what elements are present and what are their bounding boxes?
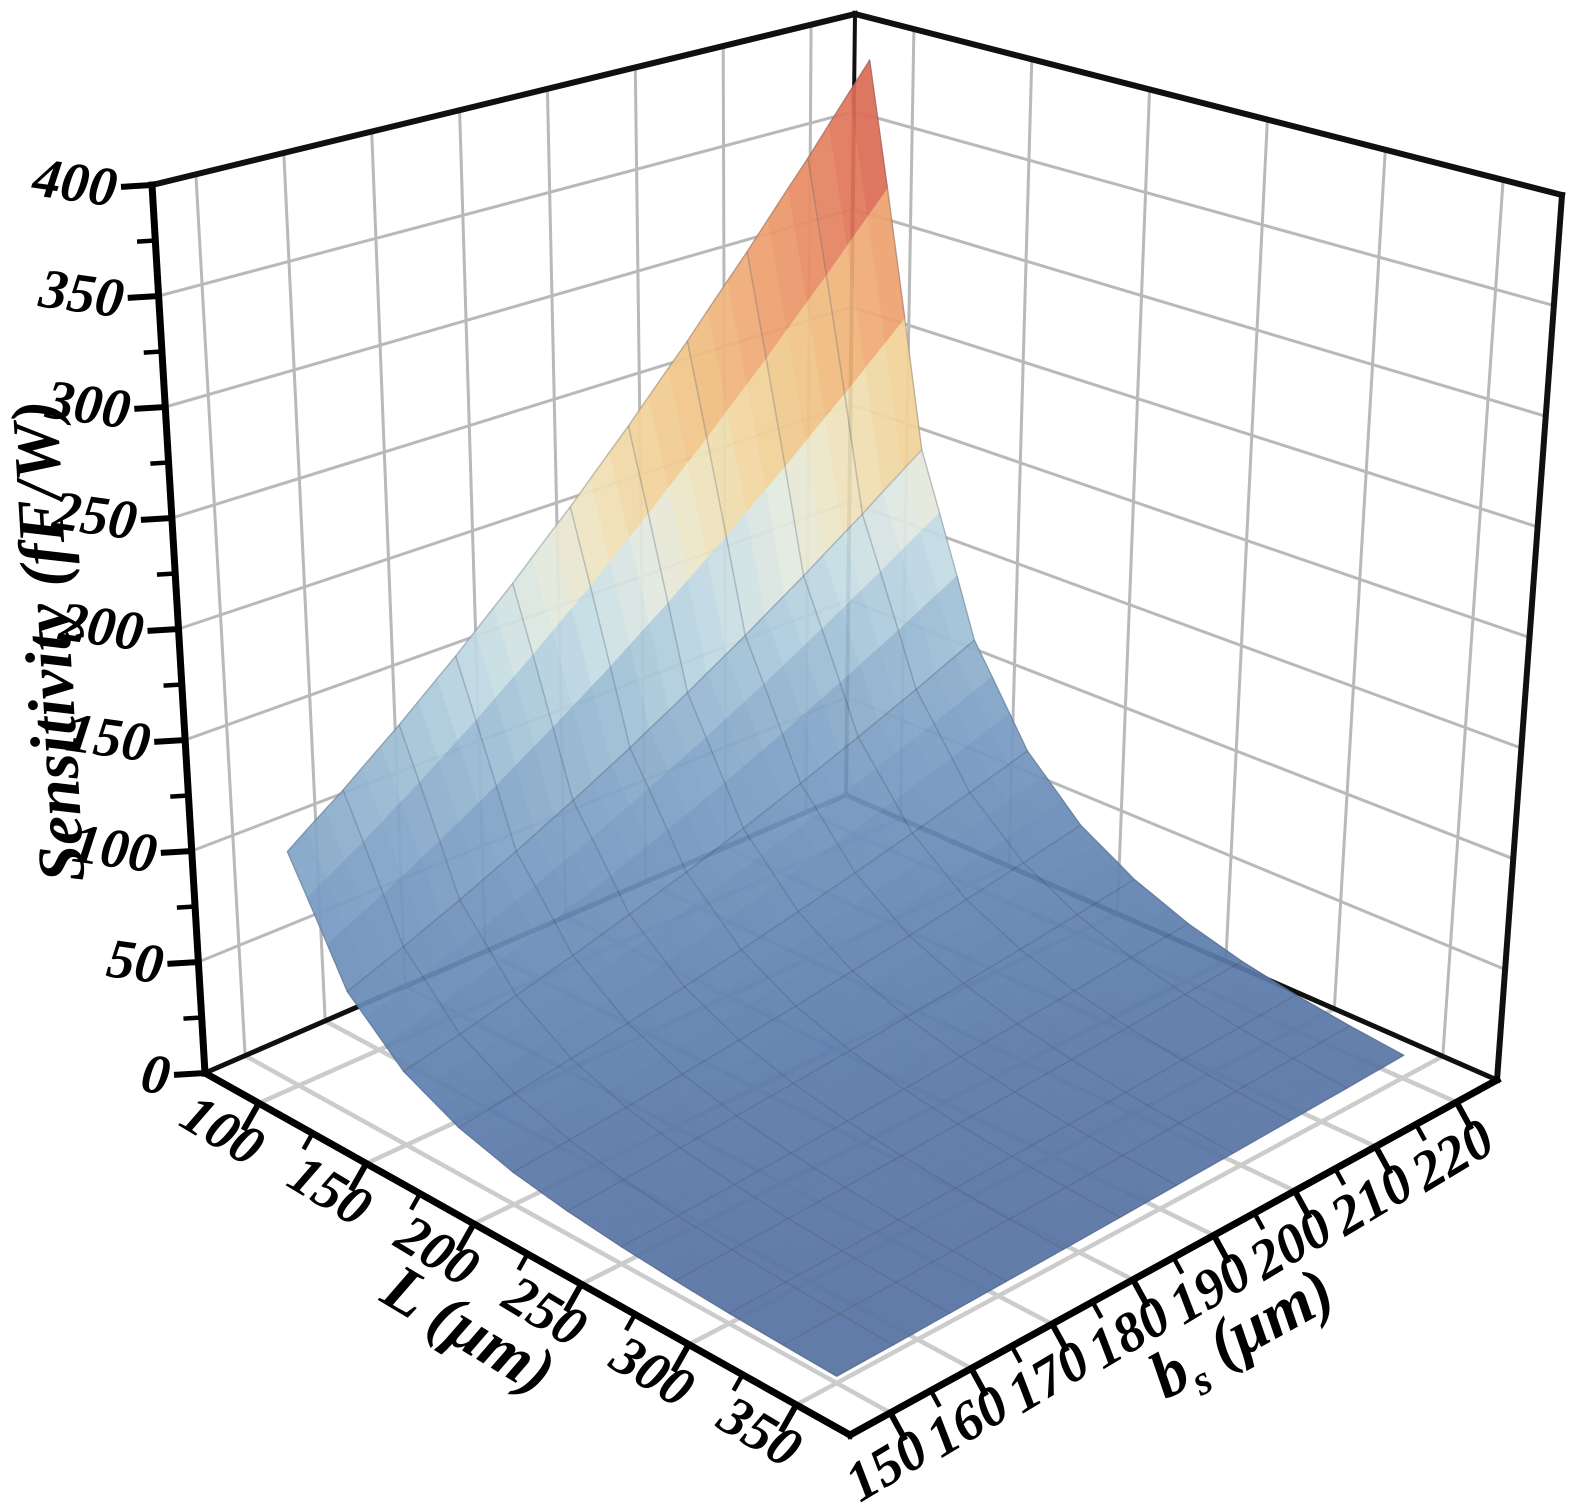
z-axis-minor-tick xyxy=(136,238,158,244)
surface-mesh-line-L xyxy=(403,639,975,1073)
z-axis-tick-label: 350 xyxy=(35,257,128,330)
x-axis-tick-label: 300 xyxy=(599,1323,704,1420)
surface-mesh-line-L xyxy=(458,750,1028,1129)
x-axis-major-tick xyxy=(455,1219,478,1253)
y-axis-minor-tick xyxy=(1251,1210,1266,1231)
z-axis-tick-label: 0 xyxy=(137,1042,173,1107)
z-axis-major-tick xyxy=(154,736,189,745)
top-right-edge xyxy=(851,10,1566,199)
x-axis-minor-tick xyxy=(516,1250,531,1272)
surface-mesh-line-L xyxy=(728,994,1297,1314)
surface-mesh-line-bs xyxy=(807,158,1348,1089)
surface-mesh-line-bs xyxy=(511,583,1064,1251)
right-wall-z-gridline xyxy=(851,305,1539,529)
right-vertical-edge xyxy=(1493,191,1566,1084)
surface-mesh-line-bs xyxy=(686,340,1234,1154)
surface-mesh-line-L xyxy=(512,824,1082,1173)
y-axis-minor-tick xyxy=(1170,1254,1185,1275)
axes xyxy=(120,181,1502,1442)
floor-gridline-bs xyxy=(244,1053,892,1415)
floor-gridline-L xyxy=(795,1054,1444,1407)
x-axis-tick-label: 100 xyxy=(170,1082,274,1178)
y-axis-major-tick xyxy=(1129,1275,1151,1309)
surface-mesh-line-L xyxy=(620,922,1189,1248)
y-axis-minor-tick xyxy=(927,1387,942,1408)
z-axis-major-tick xyxy=(167,958,202,967)
surface-mesh-line-L xyxy=(346,449,923,993)
y-axis-major-tick xyxy=(1371,1142,1394,1176)
surface-mesh-line-bs xyxy=(398,724,951,1314)
surface-mesh-line-bs xyxy=(868,59,1405,1056)
surface-mesh-line-L xyxy=(782,1025,1351,1346)
x-axis-major-tick xyxy=(563,1280,586,1313)
z-axis-tick-label: 250 xyxy=(48,479,141,552)
surface-mesh-line-bs xyxy=(342,789,894,1346)
x-axis-major-tick xyxy=(348,1159,371,1192)
left-wall-z-gridline xyxy=(164,207,854,409)
z-axis-tick-label: 150 xyxy=(62,701,154,774)
surface-mesh-line-bs xyxy=(746,251,1291,1122)
top-left-edge xyxy=(148,10,859,189)
x-axis-minor-tick xyxy=(301,1130,316,1151)
x-axis-minor-tick xyxy=(624,1311,639,1332)
z-axis-minor-tick xyxy=(163,682,185,688)
x-axis-major-tick xyxy=(240,1099,263,1132)
z-axis-minor-tick xyxy=(143,349,165,355)
y-axis-major-tick xyxy=(886,1408,908,1442)
z-axis-tick-label: 50 xyxy=(103,927,167,996)
left-wall-z-gridline xyxy=(158,110,855,298)
surface-mesh-line-bs xyxy=(627,425,1178,1186)
z-axis-major-tick xyxy=(147,625,182,634)
y-axis-minor-tick xyxy=(1008,1343,1023,1364)
y-axis-major-tick xyxy=(1452,1098,1475,1131)
x-axis-tick-label: 150 xyxy=(278,1143,382,1239)
x-axis-tick-label: 350 xyxy=(707,1383,812,1480)
surface-mesh-line-bs xyxy=(569,506,1121,1219)
x-axis-minor-tick xyxy=(731,1371,746,1392)
surface-mesh-line-L xyxy=(836,1054,1405,1377)
z-axis-major-tick xyxy=(140,514,176,523)
z-axis-major-tick xyxy=(134,403,169,412)
z-axis-tick-label: 400 xyxy=(28,146,121,219)
right-wall-z-gridline xyxy=(850,403,1530,639)
y-axis-major-tick xyxy=(1209,1231,1232,1264)
surface-mesh-line-bs xyxy=(454,655,1007,1282)
z-axis-tick-label: 200 xyxy=(55,590,148,663)
y-axis-minor-tick xyxy=(1413,1121,1427,1142)
z-axis-minor-tick xyxy=(150,460,171,466)
x-axis-major-tick xyxy=(670,1340,693,1373)
z-axis-major-tick xyxy=(127,292,162,301)
z-axis-minor-tick xyxy=(170,793,191,799)
y-axis-minor-tick xyxy=(1332,1165,1347,1186)
z-axis-tick-label: 100 xyxy=(69,812,161,885)
surface xyxy=(286,58,1405,1377)
z-axis-minor-tick xyxy=(156,571,178,577)
right-wall-z-gridline xyxy=(852,207,1547,418)
y-axis-major-tick xyxy=(1290,1186,1313,1220)
z-axis-minor-tick xyxy=(176,904,198,910)
z-axis-major-tick xyxy=(160,847,195,856)
right-wall-z-gridline xyxy=(848,500,1522,750)
right-wall-z-gridline xyxy=(853,110,1555,308)
z-axis-title: Sensitivity (fF/W) xyxy=(0,398,99,884)
x-axis-major-tick xyxy=(778,1400,801,1434)
z-axis-major-tick xyxy=(120,181,156,190)
y-axis-major-tick xyxy=(1048,1320,1070,1353)
z-axis-major-tick xyxy=(173,1069,209,1078)
surface-mesh-line-bs xyxy=(286,851,838,1377)
z-axis-minor-tick xyxy=(183,1015,205,1021)
surface-mesh-line-L xyxy=(286,59,871,853)
surface-mesh-line-L xyxy=(566,878,1135,1212)
y-axis-minor-tick xyxy=(1089,1298,1104,1319)
x-axis-minor-tick xyxy=(409,1190,424,1211)
z-axis-tick-label: 300 xyxy=(41,368,134,441)
surface-mesh-line-L xyxy=(674,960,1243,1282)
y-axis-major-tick xyxy=(967,1364,989,1398)
